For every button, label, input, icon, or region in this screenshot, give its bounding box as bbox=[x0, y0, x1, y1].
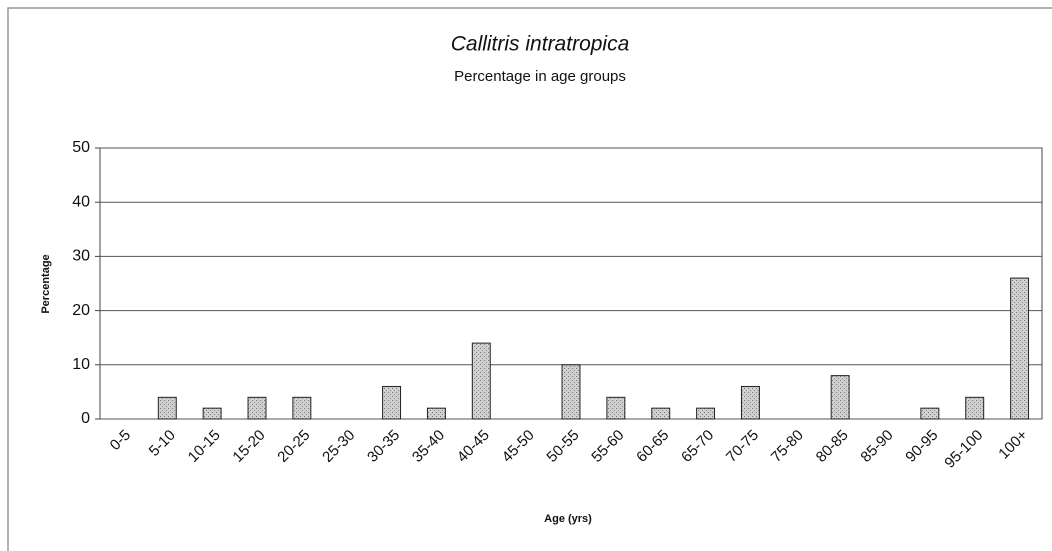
x-tick-label: 80-85 bbox=[813, 427, 852, 466]
y-tick-label: 40 bbox=[72, 193, 90, 210]
bar bbox=[1010, 277, 1030, 420]
x-tick-label: 35-40 bbox=[409, 427, 448, 466]
x-tick-label: 70-75 bbox=[723, 427, 762, 466]
x-axis-label: Age (yrs) bbox=[544, 513, 592, 525]
bar bbox=[292, 396, 312, 420]
y-tick-label: 30 bbox=[72, 248, 90, 265]
y-tick-label: 20 bbox=[72, 302, 90, 319]
bar bbox=[651, 407, 671, 420]
x-tick-label: 95-100 bbox=[941, 427, 986, 472]
y-tick-label: 10 bbox=[72, 356, 90, 373]
bar bbox=[561, 364, 581, 420]
x-tick-label: 45-50 bbox=[499, 427, 538, 466]
bar bbox=[920, 407, 940, 420]
bar bbox=[382, 385, 402, 420]
x-tick-label: 20-25 bbox=[274, 427, 313, 466]
bar bbox=[696, 407, 716, 420]
bar bbox=[471, 342, 491, 420]
x-tick-label: 85-90 bbox=[857, 427, 896, 466]
x-tick-label: 25-30 bbox=[319, 427, 358, 466]
bar bbox=[202, 407, 222, 420]
x-tick-label: 100+ bbox=[995, 426, 1031, 462]
x-tick-label: 0-5 bbox=[107, 427, 134, 454]
bar bbox=[830, 375, 850, 420]
frame bbox=[7, 7, 1052, 551]
bar bbox=[965, 396, 985, 420]
bar bbox=[740, 385, 760, 420]
x-tick-label: 15-20 bbox=[229, 427, 268, 466]
x-tick-label: 40-45 bbox=[454, 427, 493, 466]
y-tick-label: 50 bbox=[72, 139, 90, 156]
bar bbox=[426, 407, 446, 420]
x-tick-label: 60-65 bbox=[633, 427, 672, 466]
bar bbox=[157, 396, 177, 420]
x-tick-label: 55-60 bbox=[588, 427, 627, 466]
chart-subtitle: Percentage in age groups bbox=[454, 68, 626, 85]
y-tick-label: 0 bbox=[81, 410, 90, 427]
bar bbox=[606, 396, 626, 420]
x-tick-label: 50-55 bbox=[543, 427, 582, 466]
x-tick-label: 5-10 bbox=[146, 427, 179, 460]
x-tick-label: 30-35 bbox=[364, 427, 403, 466]
x-tick-label: 75-80 bbox=[768, 427, 807, 466]
bar bbox=[247, 396, 267, 420]
y-axis-label: Percentage bbox=[40, 254, 52, 313]
x-tick-label: 65-70 bbox=[678, 427, 717, 466]
chart-title: Callitris intratropica bbox=[451, 33, 630, 56]
x-tick-label: 90-95 bbox=[902, 427, 941, 466]
x-tick-label: 10-15 bbox=[185, 427, 224, 466]
